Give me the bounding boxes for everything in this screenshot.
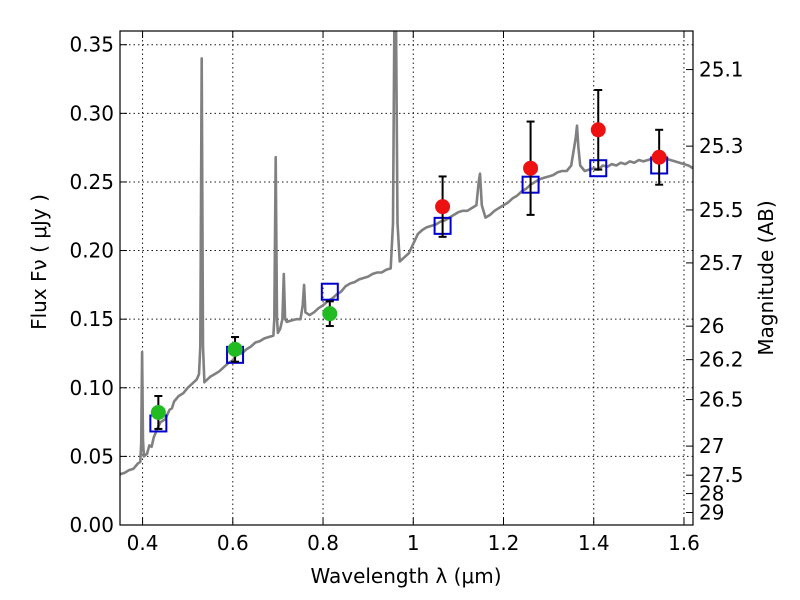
y-tick-label: 0.35 [69, 33, 114, 57]
y-tick-label: 0.05 [69, 444, 114, 468]
right-tick-label: 29 [699, 501, 724, 525]
observed-point [322, 306, 338, 322]
spectrum-line [120, 31, 693, 476]
right-tick-label: 25.1 [699, 58, 744, 82]
x-tick-label: 1.4 [578, 531, 610, 555]
right-tick-label: 27.5 [699, 463, 744, 487]
right-tick-label: 26 [699, 314, 724, 338]
x-tick-label: 0.8 [307, 531, 339, 555]
right-tick-label: 27 [699, 434, 724, 458]
observed-point [590, 122, 606, 138]
observed-point [150, 404, 166, 420]
observed-point [227, 341, 243, 357]
plot-area [120, 31, 693, 525]
ticks: 0.4 0.6 0.8 1 1.2 1.4 1.6 0.00 0.05 0.10 0.15 0.20 0… [69, 31, 744, 555]
x-axis-title: Wavelength λ (μm) [310, 564, 501, 588]
y-tick-label: 0.25 [69, 170, 114, 194]
x-tick-label: 0.6 [217, 531, 249, 555]
right-tick-label: 25.3 [699, 134, 744, 158]
y-tick-label: 0.00 [69, 513, 114, 537]
y-tick-label: 0.10 [69, 376, 114, 400]
model-square-marker [320, 282, 339, 301]
y-axis-title: Flux Fν ( μJy ) [27, 194, 51, 330]
observed-point [651, 149, 667, 165]
x-tick-label: 0.4 [127, 531, 159, 555]
y-tick-label: 0.15 [69, 307, 114, 331]
observed-point [523, 160, 539, 176]
right-tick-label: 28 [699, 482, 724, 506]
right-axis-title: Magnitude (AB) [754, 200, 778, 355]
observed-point [435, 199, 451, 215]
right-tick-label: 26.2 [699, 348, 744, 372]
x-tick-label: 1.2 [488, 531, 520, 555]
right-tick-label: 25.5 [699, 198, 744, 222]
right-tick-label: 26.5 [699, 388, 744, 412]
right-tick-label: 25.7 [699, 251, 744, 275]
x-tick-label: 1 [407, 531, 420, 555]
data-layer [120, 31, 693, 476]
y-tick-label: 0.30 [69, 101, 114, 125]
y-tick-label: 0.20 [69, 239, 114, 263]
plot-frame [119, 30, 694, 526]
x-tick-label: 1.6 [668, 531, 700, 555]
